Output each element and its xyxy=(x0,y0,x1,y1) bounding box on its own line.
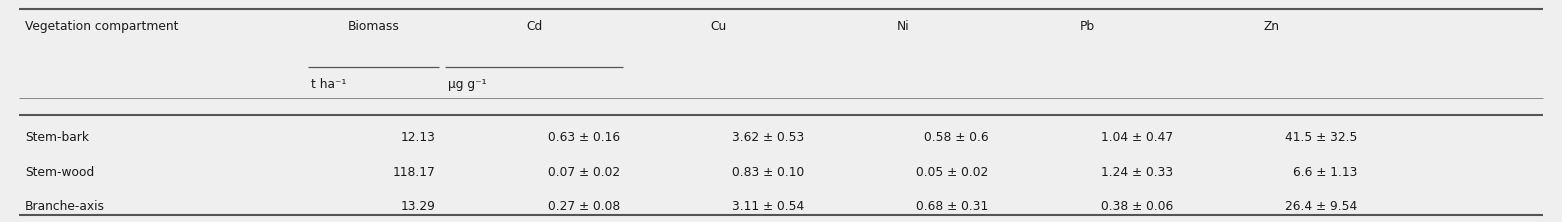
Text: 0.05 ± 0.02: 0.05 ± 0.02 xyxy=(917,166,989,178)
Text: 0.27 ± 0.08: 0.27 ± 0.08 xyxy=(548,200,620,213)
Text: Cd: Cd xyxy=(526,20,542,33)
Text: Stem-wood: Stem-wood xyxy=(25,166,94,178)
Text: 118.17: 118.17 xyxy=(394,166,436,178)
Text: Biomass: Biomass xyxy=(347,20,400,33)
Text: 3.62 ± 0.53: 3.62 ± 0.53 xyxy=(733,131,804,144)
Text: Pb: Pb xyxy=(1079,20,1095,33)
Text: 41.5 ± 32.5: 41.5 ± 32.5 xyxy=(1286,131,1357,144)
Text: 0.07 ± 0.02: 0.07 ± 0.02 xyxy=(548,166,620,178)
Text: Stem-bark: Stem-bark xyxy=(25,131,89,144)
Text: 0.68 ± 0.31: 0.68 ± 0.31 xyxy=(917,200,989,213)
Text: 1.04 ± 0.47: 1.04 ± 0.47 xyxy=(1101,131,1173,144)
Text: 0.83 ± 0.10: 0.83 ± 0.10 xyxy=(733,166,804,178)
Text: 0.63 ± 0.16: 0.63 ± 0.16 xyxy=(548,131,620,144)
Text: Cu: Cu xyxy=(711,20,726,33)
Text: 1.24 ± 0.33: 1.24 ± 0.33 xyxy=(1101,166,1173,178)
Text: 0.38 ± 0.06: 0.38 ± 0.06 xyxy=(1101,200,1173,213)
Text: μg g⁻¹: μg g⁻¹ xyxy=(448,78,487,91)
Text: 0.58 ± 0.6: 0.58 ± 0.6 xyxy=(925,131,989,144)
Text: 26.4 ± 9.54: 26.4 ± 9.54 xyxy=(1286,200,1357,213)
Text: Vegetation compartment: Vegetation compartment xyxy=(25,20,178,33)
Text: Ni: Ni xyxy=(897,20,909,33)
Text: 3.11 ± 0.54: 3.11 ± 0.54 xyxy=(733,200,804,213)
Text: Branche-axis: Branche-axis xyxy=(25,200,105,213)
Text: Zn: Zn xyxy=(1264,20,1279,33)
Text: 12.13: 12.13 xyxy=(401,131,436,144)
Text: t ha⁻¹: t ha⁻¹ xyxy=(311,78,347,91)
Text: 13.29: 13.29 xyxy=(401,200,436,213)
Text: 6.6 ± 1.13: 6.6 ± 1.13 xyxy=(1293,166,1357,178)
